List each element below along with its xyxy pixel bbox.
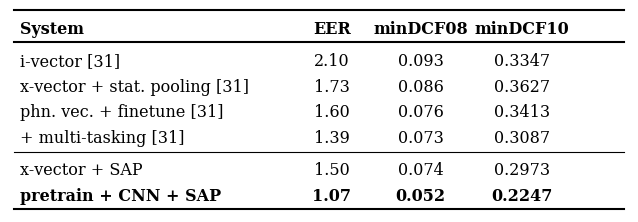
Text: 0.3627: 0.3627 <box>494 79 551 96</box>
Text: 1.07: 1.07 <box>312 188 351 204</box>
Text: 2.10: 2.10 <box>314 53 350 70</box>
Text: 0.3413: 0.3413 <box>494 105 551 121</box>
Text: minDCF08: minDCF08 <box>373 21 468 38</box>
Text: 0.073: 0.073 <box>397 130 443 147</box>
Text: minDCF10: minDCF10 <box>475 21 570 38</box>
Text: System: System <box>20 21 84 38</box>
Text: pretrain + CNN + SAP: pretrain + CNN + SAP <box>20 188 221 204</box>
Text: 0.086: 0.086 <box>397 79 443 96</box>
Text: 0.2247: 0.2247 <box>492 188 553 204</box>
Text: 0.3347: 0.3347 <box>494 53 551 70</box>
Text: 0.3087: 0.3087 <box>494 130 551 147</box>
Text: 1.60: 1.60 <box>314 105 350 121</box>
Text: 0.052: 0.052 <box>396 188 446 204</box>
Text: x-vector + SAP: x-vector + SAP <box>20 162 143 179</box>
Text: 0.2973: 0.2973 <box>494 162 551 179</box>
Text: + multi-tasking [31]: + multi-tasking [31] <box>20 130 185 147</box>
Text: EER: EER <box>313 21 350 38</box>
Text: 1.50: 1.50 <box>314 162 350 179</box>
Text: 1.73: 1.73 <box>314 79 350 96</box>
Text: 0.074: 0.074 <box>397 162 443 179</box>
Text: i-vector [31]: i-vector [31] <box>20 53 121 70</box>
Text: 0.076: 0.076 <box>397 105 443 121</box>
Text: 1.39: 1.39 <box>314 130 350 147</box>
Text: x-vector + stat. pooling [31]: x-vector + stat. pooling [31] <box>20 79 249 96</box>
Text: 0.093: 0.093 <box>397 53 443 70</box>
Text: phn. vec. + finetune [31]: phn. vec. + finetune [31] <box>20 105 224 121</box>
